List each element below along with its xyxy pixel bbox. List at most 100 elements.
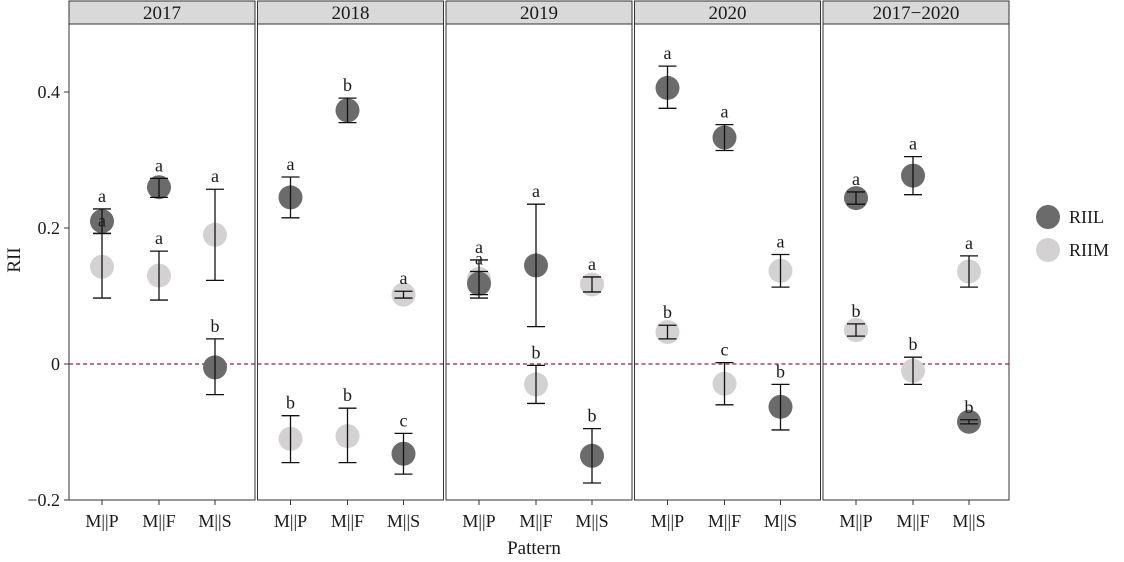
data-point-riil (580, 427, 604, 484)
legend-entry: RIIM (1036, 238, 1109, 262)
x-tick-label: M||F (142, 511, 175, 531)
data-point-riil (147, 175, 171, 200)
x-tick-label: M||S (764, 511, 797, 531)
facet-strip-label: 2017−2020 (873, 3, 960, 24)
x-tick-label: M||P (651, 511, 684, 531)
facet-panel: 2018 M||P M||F M||S b b a a b c (257, 0, 444, 531)
data-point-riim (580, 272, 604, 297)
significance-letter-riil: a (287, 154, 295, 174)
legend-label: RIIM (1069, 240, 1109, 260)
legend: RIIL RIIM (1036, 205, 1109, 262)
significance-letter-riim: b (343, 385, 352, 405)
significance-letter-riil: a (664, 43, 672, 63)
x-tick-label: M||P (462, 511, 495, 531)
y-tick-label: 0 (51, 354, 60, 374)
significance-letter-riim: a (211, 166, 219, 186)
data-point-riil (712, 123, 737, 152)
data-point-riil (655, 65, 680, 109)
data-point-riil (391, 432, 416, 475)
significance-letter-riil: a (155, 155, 163, 175)
data-point-riil (957, 409, 981, 434)
x-tick-label: M||F (519, 511, 552, 531)
y-tick-label: 0.4 (38, 82, 61, 102)
facet-panel: 2017−2020 M||P M||F M||S b b a a a b (822, 0, 1010, 531)
x-tick-label: M||P (85, 511, 118, 531)
facet-panel: 2020 M||P M||F M||S b c a a a b (634, 0, 821, 531)
data-point-riil (844, 186, 868, 211)
significance-letter-riim: a (400, 268, 408, 288)
x-tick-label: M||P (274, 511, 307, 531)
significance-letter-riim: b (286, 393, 295, 413)
legend-entry: RIIL (1036, 205, 1104, 229)
data-point-riim (203, 188, 227, 282)
significance-letter-riim: a (155, 228, 163, 248)
facet-strip-label: 2020 (709, 3, 747, 24)
significance-letter-riim: a (475, 237, 483, 257)
significance-letter-riil: a (852, 169, 860, 189)
data-point-riim (391, 282, 416, 307)
data-point-riim (901, 356, 925, 386)
significance-letter-riim: b (532, 342, 541, 362)
data-point-riim (524, 364, 548, 405)
data-point-riil (467, 270, 491, 296)
significance-letter-riil: a (532, 181, 540, 201)
data-point-riim (655, 320, 680, 345)
significance-letter-riil: b (776, 361, 785, 381)
facet-strip-label: 2018 (332, 3, 370, 24)
panel-plot-area (822, 23, 1010, 501)
significance-letter-riim: a (588, 254, 596, 274)
significance-letter-riim: c (721, 340, 729, 360)
x-tick-label: M||S (198, 511, 231, 531)
x-tick-label: M||F (331, 511, 364, 531)
significance-letter-riil: b (965, 397, 974, 417)
x-tick-label: M||F (896, 511, 929, 531)
significance-letter-riil: a (475, 249, 483, 269)
significance-letter-riil: b (211, 316, 220, 336)
data-point-riil (901, 155, 925, 196)
data-point-riim (147, 250, 171, 301)
data-point-riim (335, 407, 360, 464)
significance-letter-riil: b (588, 406, 597, 426)
significance-letter-riil: a (98, 186, 106, 206)
legend-swatch (1036, 205, 1060, 229)
significance-letter-riim: b (663, 302, 672, 322)
facet-strip-label: 2019 (520, 3, 558, 24)
data-point-riim (278, 415, 303, 464)
data-point-riim (957, 255, 981, 288)
legend-swatch (1036, 238, 1060, 262)
significance-letter-riim: a (98, 210, 106, 230)
x-tick-label: M||P (839, 511, 872, 531)
y-tick-label: −0.2 (27, 490, 60, 510)
data-point-riim (844, 318, 868, 342)
significance-letter-riim: a (965, 233, 973, 253)
x-axis-title: Pattern (507, 538, 561, 559)
data-point-riim (712, 361, 737, 406)
data-point-riil (203, 338, 227, 396)
data-point-riil (335, 97, 360, 124)
significance-letter-riil: a (909, 134, 917, 154)
significance-letter-riil: c (400, 410, 408, 430)
legend-label: RIIL (1069, 207, 1104, 227)
data-point-riil (278, 176, 303, 219)
x-tick-label: M||S (387, 511, 420, 531)
data-point-riil (524, 203, 548, 328)
significance-letter-riim: b (909, 334, 918, 354)
x-tick-label: M||S (575, 511, 608, 531)
y-axis: −0.2 0 0.2 0.4 (27, 82, 69, 510)
data-point-riil (90, 208, 114, 235)
y-tick-label: 0.2 (38, 218, 61, 238)
significance-letter-riim: a (777, 232, 785, 252)
panel-plot-area (634, 23, 821, 501)
x-tick-label: M||S (952, 511, 985, 531)
x-tick-label: M||F (708, 511, 741, 531)
data-point-riil (768, 383, 793, 431)
significance-letter-riim: b (852, 301, 861, 321)
facet-strip-label: 2017 (143, 3, 181, 24)
data-point-riim (768, 253, 793, 288)
significance-letter-riil: a (721, 102, 729, 122)
y-axis-title: RII (4, 247, 25, 272)
